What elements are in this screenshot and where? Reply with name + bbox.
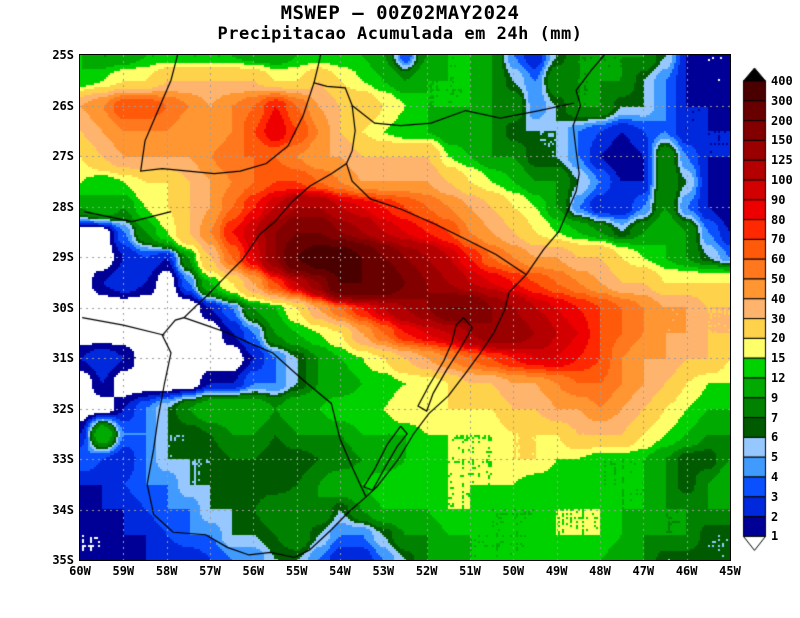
lon-tick-label: 56W	[242, 564, 265, 578]
lat-tick-label: 28S	[52, 199, 74, 214]
colorbar-tick-label: 150	[771, 133, 793, 148]
colorbar-tick-label: 30	[771, 311, 786, 326]
colorbar-tick-label: 60	[771, 252, 786, 267]
lat-tick-label: 29S	[52, 250, 74, 264]
colorbar-tick-label: 9	[771, 390, 779, 405]
colorbar-tick-label: 15	[771, 351, 786, 366]
lon-tick-label: 48W	[589, 564, 611, 578]
colorbar-tick-label: 4	[771, 470, 779, 484]
colorbar-tick-label: 125	[771, 153, 793, 168]
lon-tick-label: 53W	[372, 564, 395, 578]
lon-tick-label: 57W	[199, 564, 221, 578]
precipitation-field-canvas	[80, 55, 730, 560]
colorbar	[742, 67, 768, 553]
lat-tick-label: 34S	[52, 502, 74, 517]
colorbar-labels: 1 2 3 4 5 6 7 9 12 15 20 30 40 50 60 70 80 90 100 125 150 200…	[771, 0, 800, 618]
lat-tick-label: 35S	[52, 553, 74, 567]
lat-tick-label: 27S	[52, 149, 74, 163]
colorbar-tick-label: 2	[771, 509, 779, 524]
lon-tick-label: 60W	[69, 564, 91, 578]
map-subtitle: Precipitacao Acumulada em 24h (mm)	[217, 24, 583, 44]
colorbar-tick-label: 40	[771, 291, 786, 306]
colorbar-tick-label: 80	[771, 212, 786, 227]
lat-tick-label: 30S	[52, 300, 74, 315]
map-plot-area	[79, 54, 731, 561]
lon-tick-label: 51W	[459, 564, 481, 578]
colorbar-tick-label: 12	[771, 371, 786, 385]
lon-tick-label: 59W	[112, 564, 135, 578]
lon-tick-label: 49W	[545, 564, 568, 578]
colorbar-tick-label: 50	[771, 272, 786, 286]
lat-tick-label: 32S	[52, 401, 74, 416]
colorbar-tick-label: 1	[771, 529, 779, 544]
lon-tick-label: 52W	[415, 564, 438, 578]
colorbar-tick-label: 5	[771, 450, 779, 465]
lon-tick-label: 47W	[632, 564, 655, 578]
lon-tick-label: 46W	[675, 564, 698, 578]
colorbar-tick-label: 90	[771, 192, 786, 207]
lat-tick-label: 26S	[52, 98, 74, 113]
lon-tick-label: 54W	[329, 564, 351, 578]
colorbar-tick-label: 70	[771, 232, 786, 247]
lon-tick-label: 58W	[155, 564, 178, 578]
colorbar-tick-label: 300	[771, 93, 793, 108]
colorbar-tick-label: 20	[771, 331, 786, 346]
colorbar-tick-label: 100	[771, 173, 793, 187]
map-title: MSWEP – 00Z02MAY2024	[280, 2, 520, 24]
lat-tick-label: 33S	[52, 452, 74, 466]
lon-tick-label: 55W	[285, 564, 308, 578]
lat-tick-label: 31S	[52, 351, 74, 365]
colorbar-tick-label: 200	[771, 113, 793, 128]
colorbar-tick-label: 7	[771, 410, 779, 425]
colorbar-tick-label: 3	[771, 489, 779, 504]
lat-tick-label: 25S	[52, 48, 74, 62]
colorbar-tick-label: 400	[771, 74, 793, 88]
lon-tick-label: 50W	[502, 564, 525, 578]
lon-tick-label: 45W	[719, 564, 741, 578]
colorbar-tick-label: 6	[771, 430, 779, 445]
